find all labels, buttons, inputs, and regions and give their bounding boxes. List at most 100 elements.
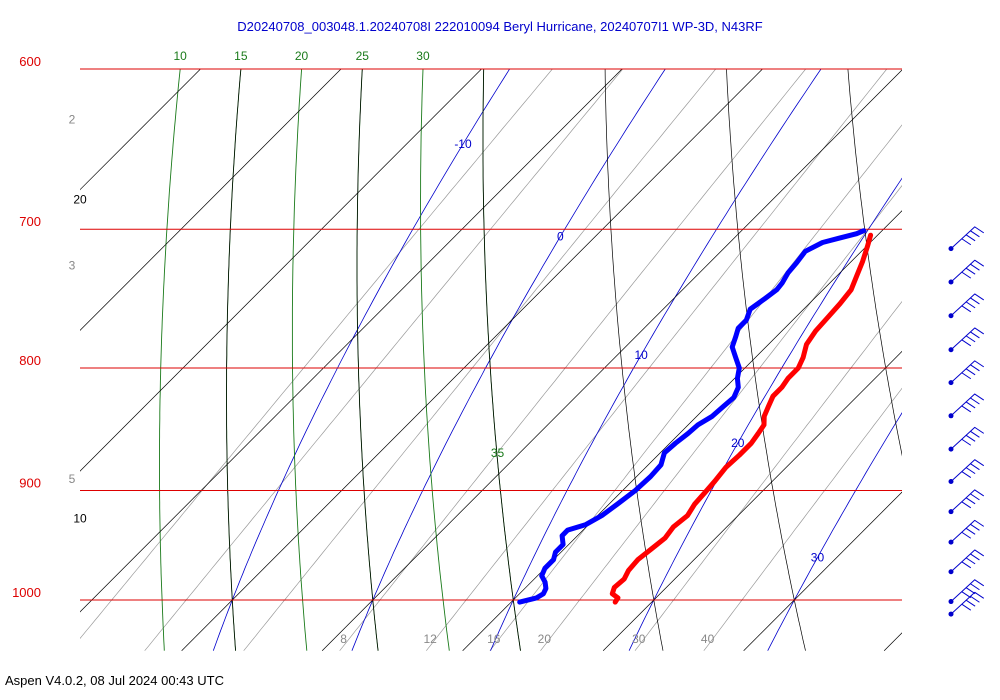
wind-barb [948,360,985,386]
wind-barb-feather [974,519,985,527]
wind-barb [948,549,985,575]
dry-adiabat-label: 15 [234,49,248,63]
wind-barb-staff [950,327,976,351]
wind-barb-feather [974,293,985,301]
wind-barb-feather [970,397,980,405]
mixing-ratio-label: 16 [487,632,501,646]
pressure-label: 800 [19,353,41,368]
isentrope-line [847,69,902,457]
mixing-ratio-line [80,69,553,640]
dewpoint-profile [517,228,867,605]
mixing-ratio-lines [80,69,902,651]
wind-barb-feather [974,579,985,587]
mixing-ratio-line [703,387,902,651]
mixing-ratio-line [634,300,902,651]
wind-barb-staff [950,519,976,543]
isotherm-line [80,69,201,191]
moist-adiabats [212,34,1000,651]
wind-barb [948,226,985,252]
wind-barb-feather [965,434,976,442]
isobars [80,68,902,601]
moist-adiabat-line [906,34,1000,651]
mixing-ratio-line [489,124,902,651]
wind-barb [948,459,985,484]
wind-barb-feather [965,301,976,309]
isotherm-line [80,69,623,613]
mixing-ratio-label: 8 [340,632,347,646]
isotherm-line [181,69,763,651]
wind-barb-feather [961,339,972,347]
wind-barb-feather [974,549,985,557]
mixing-ratio-label: 20 [538,632,552,646]
mixing-ratio-line [243,69,717,651]
wind-barb-staff [950,549,976,573]
isotherm-line [743,491,902,651]
wind-barb-feather [965,497,976,505]
dry-adiabat-label: 35 [491,446,505,460]
wind-barb-feather [961,372,972,380]
wind-barb-feather [961,603,972,611]
wind-barb-staff [950,393,976,417]
moist-adiabat-line [351,69,666,651]
dry-adiabat-label: 30 [416,49,430,63]
isotherm-line [883,632,902,651]
footer-text: Aspen V4.0.2, 08 Jul 2024 00:43 UTC [5,673,224,688]
wind-barb-feather [970,297,980,305]
isotherms [80,34,1000,651]
wind-barb-feather [965,599,976,607]
mixing-ratio-line [339,69,807,651]
mixing-ratio-line [426,69,888,651]
pressure-label: 900 [19,475,41,490]
temperature-profile [609,232,874,605]
wind-barb-feather [970,364,980,372]
isotherm-line [462,210,902,651]
wind-barb-feather [961,271,972,279]
wind-barb-feather [961,438,972,446]
moist-adiabat-label: 10 [634,348,648,362]
wind-barb-feather [974,489,985,497]
wind-barb-feather [965,401,976,409]
wind-barb-column [948,226,985,617]
wind-barb [948,426,985,452]
pressure-label: 1000 [12,585,41,600]
moist-adiabat-label: 30 [811,551,825,565]
wind-barb-feather [970,430,980,438]
mixing-ratio-line [540,185,902,651]
wind-barb-feather [970,583,980,591]
wind-barb [948,293,985,319]
dry-adiabat-line [226,69,242,651]
wind-barb-feather [974,393,985,401]
wind-barb-staff [950,360,976,384]
wind-barb [948,259,985,285]
moist-adiabat-line [212,69,511,651]
wind-barb-feather [974,426,985,434]
wind-barb-feather [970,331,980,339]
wind-barb-feather [974,226,985,234]
wind-barb-feather [974,459,985,467]
wind-barb-feather [965,368,976,376]
mixing-ratio-label: 2 [69,113,76,127]
dry-adiabat-line [159,69,181,651]
dry-adiabat-line [420,69,450,651]
wind-barb-staff [950,459,976,482]
isentrope-line [965,34,1000,651]
wind-barb-staff [950,293,976,317]
wind-barb-feather [961,238,972,246]
wind-barb-feather [970,463,980,471]
mixing-ratio-label: 3 [69,259,76,273]
wind-barb [948,519,985,545]
mixing-ratio-label: 12 [423,632,437,646]
mixing-ratio-line [144,69,624,651]
wind-barb-feather [974,360,985,368]
chart-title: D20240708_003048.1.20240708I 222010094 B… [237,19,762,34]
moist-adiabat-line [767,412,902,651]
moist-adiabat-label: 20 [731,436,745,450]
wind-barb-feather [970,263,980,271]
wind-barb-feather [965,234,976,242]
dry-adiabat-label: 25 [356,49,370,63]
wind-barb-staff [950,259,976,283]
mixing-ratio-label: 40 [701,632,715,646]
sounding-profiles [517,228,874,605]
wind-barb-feather [970,493,980,501]
